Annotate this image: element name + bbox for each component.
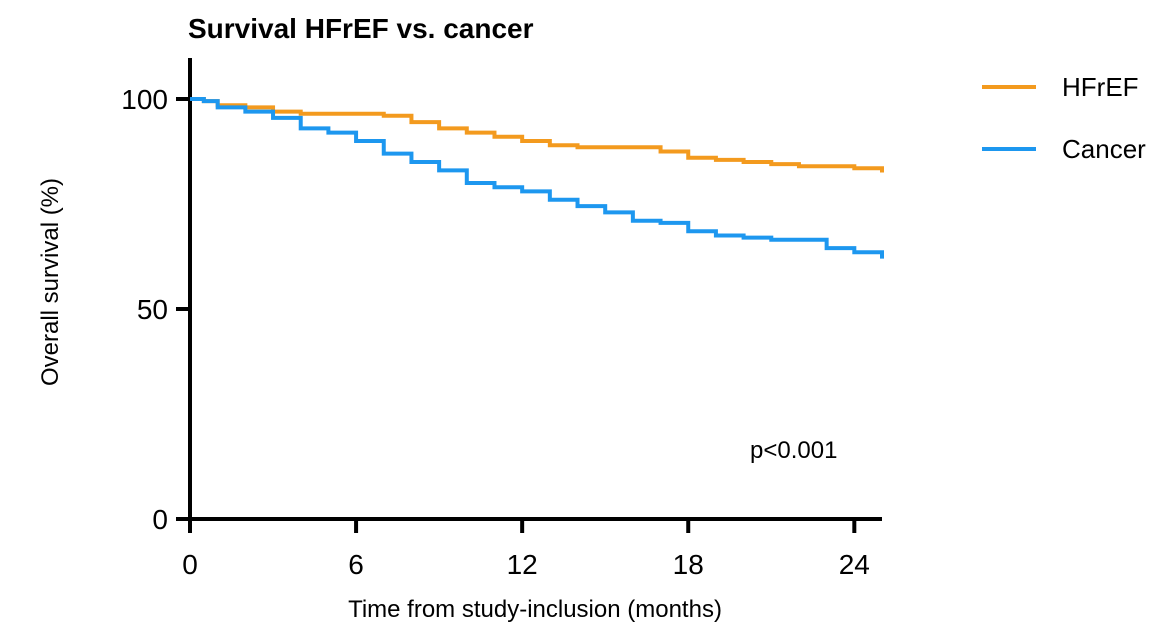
- series-lines: [190, 97, 884, 259]
- x-axis-title: Time from study-inclusion (months): [348, 596, 722, 623]
- y-tick-label: 50: [137, 294, 168, 325]
- p-value-annotation: p<0.001: [750, 437, 837, 464]
- axes: 0 6 12 18 24 0 50 100: [121, 58, 882, 580]
- series-line-cancer: [190, 97, 884, 259]
- legend-label: HFrEF: [1062, 72, 1139, 102]
- y-axis-title: Overall survival (%): [37, 178, 64, 386]
- x-tick-label: 18: [673, 549, 704, 580]
- y-tick-label: 0: [152, 504, 168, 535]
- x-tick-label: 12: [507, 549, 538, 580]
- legend: HFrEF Cancer: [982, 72, 1146, 164]
- legend-label: Cancer: [1062, 134, 1146, 164]
- x-tick-label: 6: [348, 549, 364, 580]
- x-tick-label: 24: [839, 549, 870, 580]
- series-line-hfref: [190, 97, 884, 173]
- x-tick-label: 0: [182, 549, 198, 580]
- chart-title: Survival HFrEF vs. cancer: [188, 13, 534, 44]
- y-tick-label: 100: [121, 84, 168, 115]
